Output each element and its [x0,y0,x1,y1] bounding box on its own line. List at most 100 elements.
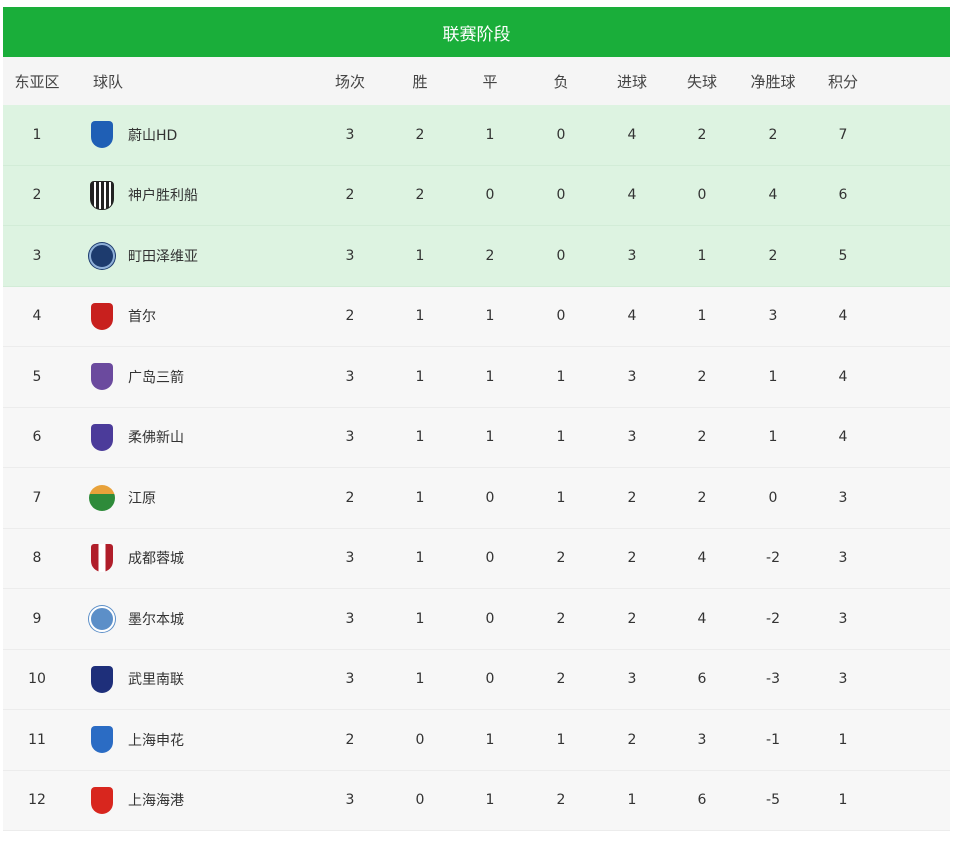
rank: 2 [32,187,42,204]
table-row[interactable]: 10 武里南联 3 1 0 2 3 6 -3 3 [3,649,950,710]
stat-pts: 3 [838,489,848,506]
team-name[interactable]: 上海海港 [128,793,184,810]
team-name[interactable]: 首尔 [128,309,156,326]
team-name[interactable]: 町田泽维亚 [128,248,198,265]
stat-played: 2 [345,489,355,506]
stat-d: 0 [485,489,495,506]
stat-d: 0 [485,610,495,627]
stat-pts: 1 [838,731,848,748]
stat-ga: 6 [697,671,707,688]
team-cell[interactable]: 柔佛新山 [88,408,184,468]
stat-ga: 2 [697,126,707,143]
machida-logo-icon [88,242,116,270]
stat-w: 1 [415,610,425,627]
stat-gf: 2 [627,550,637,567]
johor-logo-icon [88,423,116,451]
team-cell[interactable]: 成都蓉城 [88,529,184,589]
stat-d: 1 [485,126,495,143]
team-cell[interactable]: 町田泽维亚 [88,226,198,286]
team-name[interactable]: 广岛三箭 [128,369,184,386]
stat-w: 1 [415,429,425,446]
stat-l: 0 [556,126,566,143]
team-name[interactable]: 武里南联 [128,672,184,689]
seoul-logo-icon [88,302,116,330]
melbourne-logo-icon [88,605,116,633]
table-row[interactable]: 8 成都蓉城 3 1 0 2 2 4 -2 3 [3,528,950,589]
kobe-logo-icon [88,180,116,210]
stat-l: 1 [556,429,566,446]
table-title: 联赛阶段 [3,7,950,57]
team-name[interactable]: 柔佛新山 [128,430,184,447]
stat-gd: 1 [768,429,778,446]
team-name[interactable]: 成都蓉城 [128,551,184,568]
stat-pts: 3 [838,671,848,688]
stat-ga: 4 [697,610,707,627]
stat-l: 0 [556,308,566,325]
table-row[interactable]: 6 柔佛新山 3 1 1 1 3 2 1 4 [3,407,950,468]
stat-w: 1 [415,308,425,325]
stat-gf: 2 [627,489,637,506]
table-row[interactable]: 9 墨尔本城 3 1 0 2 2 4 -2 3 [3,589,950,650]
table-row[interactable]: 5 广岛三箭 3 1 1 1 3 2 1 4 [3,347,950,408]
col-team: 球队 [93,72,124,91]
buriram-logo-icon [88,665,116,693]
team-name[interactable]: 神户胜利船 [128,188,198,205]
ulsan-logo-icon [88,121,116,149]
team-cell[interactable]: 广岛三箭 [88,347,184,407]
stat-gd: 1 [768,368,778,385]
stat-gd: 4 [768,187,778,204]
team-name[interactable]: 蔚山HD [128,127,178,144]
table-row[interactable]: 3 町田泽维亚 3 1 2 0 3 1 2 5 [3,226,950,287]
stat-gd: 0 [768,489,778,506]
team-name[interactable]: 墨尔本城 [128,611,184,628]
team-name[interactable]: 上海申花 [128,732,184,749]
table-row[interactable]: 2 神户胜利船 2 2 0 0 4 0 4 6 [3,165,950,226]
gangwon-logo-icon [88,484,116,512]
stat-ga: 0 [697,187,707,204]
stat-w: 2 [415,187,425,204]
team-cell[interactable]: 首尔 [88,287,156,347]
team-cell[interactable]: 墨尔本城 [88,589,184,649]
stat-ga: 2 [697,429,707,446]
stat-ga: 2 [697,368,707,385]
team-cell[interactable]: 上海申花 [88,710,184,770]
stat-d: 0 [485,550,495,567]
stat-played: 3 [345,550,355,567]
shenhua-logo-icon [88,726,116,754]
stat-gd: -5 [766,792,780,809]
table-row[interactable]: 11 上海申花 2 0 1 1 2 3 -1 1 [3,710,950,771]
stat-w: 2 [415,126,425,143]
stat-played: 3 [345,429,355,446]
rank: 4 [32,308,42,325]
chengdu-logo-icon [88,544,116,573]
stat-d: 1 [485,792,495,809]
table-row[interactable]: 4 首尔 2 1 1 0 4 1 3 4 [3,286,950,347]
team-cell[interactable]: 蔚山HD [88,105,177,165]
col-ga: 失球 [686,72,717,91]
team-cell[interactable]: 神户胜利船 [88,166,198,226]
stat-ga: 1 [697,308,707,325]
team-cell[interactable]: 武里南联 [88,650,184,710]
stat-played: 2 [345,731,355,748]
team-cell[interactable]: 上海海港 [88,771,184,831]
table-row[interactable]: 7 江原 2 1 0 1 2 2 0 3 [3,468,950,529]
team-name[interactable]: 江原 [128,490,156,507]
stat-pts: 4 [838,368,848,385]
stat-ga: 2 [697,489,707,506]
stat-pts: 1 [838,792,848,809]
col-points: 积分 [827,72,858,91]
stat-l: 1 [556,368,566,385]
col-lost: 负 [553,72,569,91]
stat-gf: 2 [627,610,637,627]
stat-gd: -3 [766,671,780,688]
stat-w: 1 [415,489,425,506]
table-row[interactable]: 12 上海海港 3 0 1 2 1 6 -5 1 [3,770,950,831]
stat-played: 2 [345,187,355,204]
stat-pts: 3 [838,550,848,567]
rank: 7 [32,489,42,506]
team-cell[interactable]: 江原 [88,468,156,528]
stat-played: 3 [345,126,355,143]
rank: 12 [28,792,46,809]
stat-ga: 6 [697,792,707,809]
table-row[interactable]: 1 蔚山HD 3 2 1 0 4 2 2 7 [3,105,950,166]
